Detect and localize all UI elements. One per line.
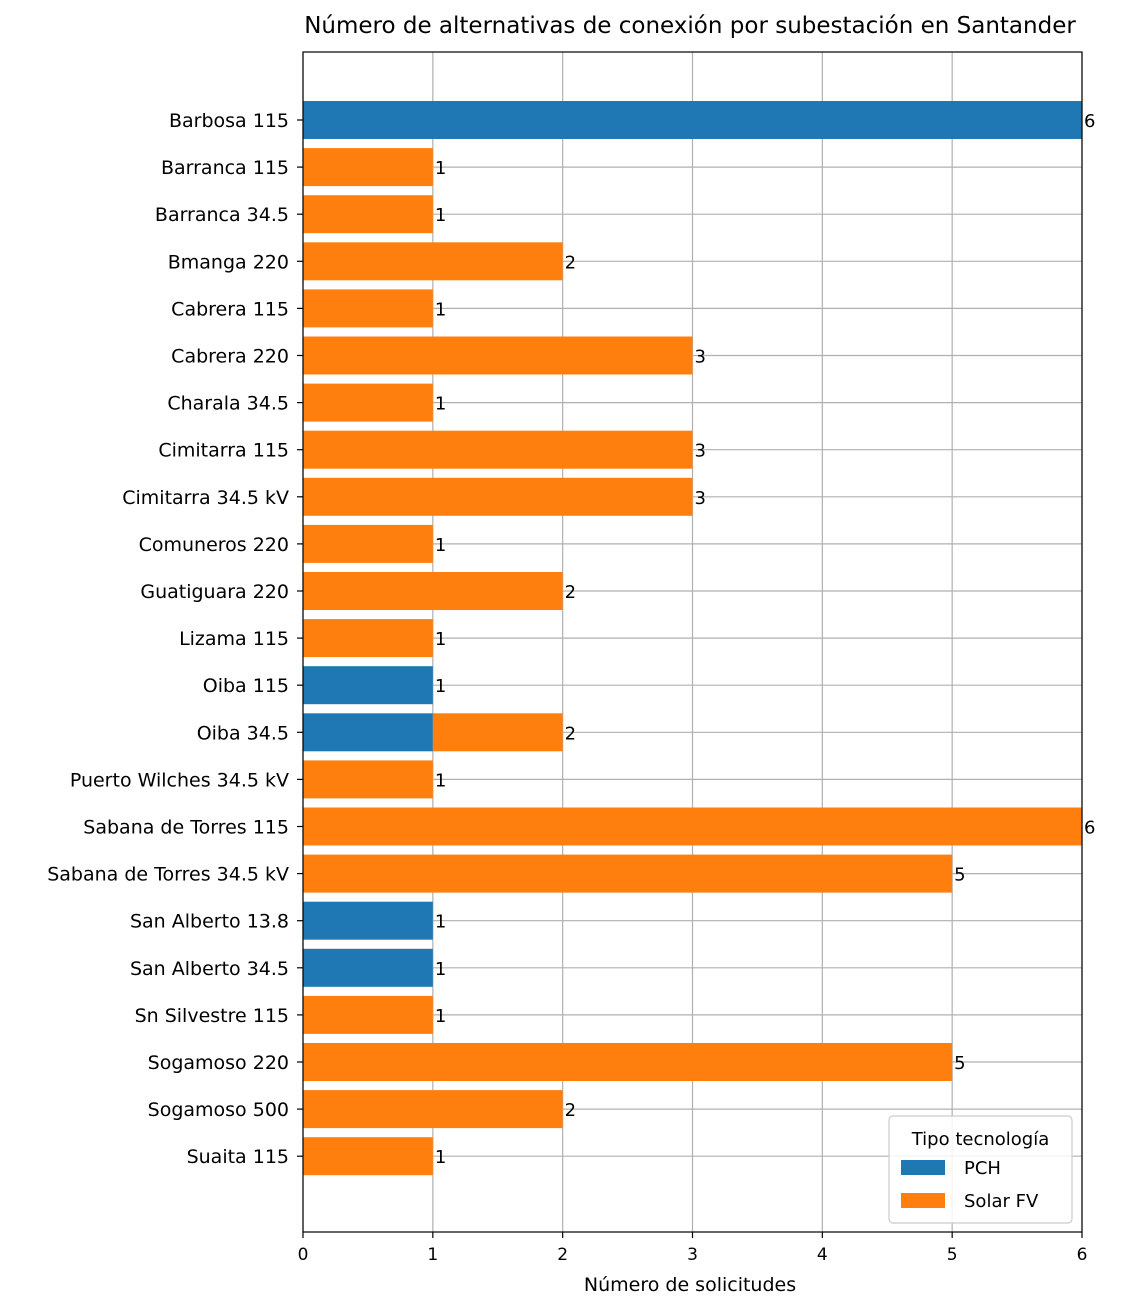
bar-solar-fv xyxy=(303,524,433,563)
bar-solar-fv xyxy=(303,336,693,375)
bar-solar-fv xyxy=(303,1137,433,1176)
y-tick-label: Cabrera 220 xyxy=(171,346,289,368)
y-tick-label: Suaita 115 xyxy=(187,1146,289,1168)
bar-solar-fv xyxy=(303,148,433,187)
bar-value-label: 1 xyxy=(435,299,446,320)
bar-solar-fv xyxy=(303,854,953,893)
bar-value-label: 2 xyxy=(565,1100,576,1121)
y-tick-label: Charala 34.5 xyxy=(167,393,289,415)
x-tick-label: 0 xyxy=(298,1245,309,1265)
bar-solar-fv xyxy=(432,713,563,752)
y-tick-label: Sabana de Torres 115 xyxy=(83,817,289,839)
x-tick-label: 2 xyxy=(557,1245,568,1265)
bar-value-label: 1 xyxy=(435,1006,446,1027)
bar-pch xyxy=(303,713,433,752)
x-tick-label: 1 xyxy=(427,1245,438,1265)
y-tick-label: Sogamoso 220 xyxy=(148,1052,289,1074)
bar-value-label: 1 xyxy=(435,770,446,791)
legend-swatch xyxy=(901,1193,945,1208)
bar-solar-fv xyxy=(303,995,433,1034)
y-tick-label: Barbosa 115 xyxy=(169,110,289,132)
bar-pch xyxy=(303,901,433,940)
bar-value-label: 6 xyxy=(1084,818,1095,839)
bar-value-label: 1 xyxy=(435,959,446,980)
legend: Tipo tecnología PCH Solar FV xyxy=(888,1115,1073,1224)
y-tick-label: Puerto Wilches 34.5 kV xyxy=(70,769,289,791)
data-labels: 6 1 1 2 1 3 1 3 3 1 2 1 1 2 1 6 5 1 1 1 5 2 1 xyxy=(435,111,1096,1168)
bar-solar-fv xyxy=(303,572,563,610)
bar-value-label: 1 xyxy=(435,676,446,697)
y-tick-label: Cimitarra 34.5 kV xyxy=(122,487,289,509)
legend-title: Tipo tecnología xyxy=(911,1129,1050,1150)
y-tick-label: Guatiguara 220 xyxy=(140,581,289,603)
legend-label: PCH xyxy=(964,1158,1001,1179)
y-tick-label: Sabana de Torres 34.5 kV xyxy=(47,864,289,886)
bar-value-label: 1 xyxy=(435,205,446,226)
bar-value-label: 3 xyxy=(695,488,706,509)
bar-solar-fv xyxy=(303,807,1082,846)
bar-value-label: 3 xyxy=(695,441,706,462)
bar-value-label: 2 xyxy=(565,723,576,744)
bar-solar-fv xyxy=(303,619,433,658)
x-tick-label: 5 xyxy=(947,1245,958,1265)
bar-solar-fv xyxy=(303,1043,953,1081)
bar-value-label: 1 xyxy=(435,394,446,415)
bar-pch xyxy=(303,666,433,705)
y-tick-label: Comuneros 220 xyxy=(139,534,289,556)
bar-solar-fv xyxy=(303,195,433,234)
bar-value-label: 6 xyxy=(1084,111,1095,132)
y-tick-label: Barranca 115 xyxy=(161,157,289,179)
y-tick-label: San Alberto 13.8 xyxy=(130,911,289,933)
legend-label: Solar FV xyxy=(964,1191,1039,1212)
y-tick-label: Oiba 115 xyxy=(203,675,289,697)
bar-value-label: 2 xyxy=(565,252,576,273)
y-tick-label: Bmanga 220 xyxy=(168,251,289,273)
legend-swatch xyxy=(901,1160,945,1175)
bar-value-label: 1 xyxy=(435,535,446,556)
bar-solar-fv xyxy=(303,430,693,469)
y-tick-label: Cabrera 115 xyxy=(171,298,289,320)
y-tick-label: Sn Silvestre 115 xyxy=(135,1005,289,1027)
bar-solar-fv xyxy=(303,289,433,328)
bar-pch xyxy=(303,101,1082,139)
x-axis-label: Número de solicitudes xyxy=(584,1274,796,1296)
bar-value-label: 1 xyxy=(435,629,446,650)
bar-solar-fv xyxy=(303,760,433,799)
y-tick-label: San Alberto 34.5 xyxy=(130,958,289,980)
y-tick-label: Barranca 34.5 xyxy=(155,204,289,226)
y-tick-label: Oiba 34.5 xyxy=(197,722,289,744)
bar-value-label: 5 xyxy=(954,865,965,886)
bar-solar-fv xyxy=(303,477,693,516)
chart-title: Número de alternativas de conexión por s… xyxy=(304,13,1076,39)
y-axis: Barbosa 115 Barranca 115 Barranca 34.5 Bman… xyxy=(47,110,303,1168)
bar-solar-fv xyxy=(303,242,563,281)
bar-value-label: 1 xyxy=(435,158,446,179)
bar-value-label: 2 xyxy=(565,582,576,603)
y-tick-label: Sogamoso 500 xyxy=(148,1099,289,1121)
bars xyxy=(303,101,1082,1176)
bar-value-label: 1 xyxy=(435,912,446,933)
bar-solar-fv xyxy=(303,383,433,422)
y-tick-label: Cimitarra 115 xyxy=(158,440,289,462)
y-tick-label: Lizama 115 xyxy=(179,628,289,650)
bar-value-label: 5 xyxy=(954,1053,965,1074)
bar-solar-fv xyxy=(303,1090,563,1129)
x-tick-label: 6 xyxy=(1077,1245,1088,1265)
bar-pch xyxy=(303,948,433,987)
bar-value-label: 1 xyxy=(435,1147,446,1168)
bar-value-label: 3 xyxy=(695,347,706,368)
x-tick-label: 4 xyxy=(817,1245,828,1265)
x-axis: 0 1 2 3 4 5 6 xyxy=(298,1232,1088,1265)
x-tick-label: 3 xyxy=(687,1245,698,1265)
